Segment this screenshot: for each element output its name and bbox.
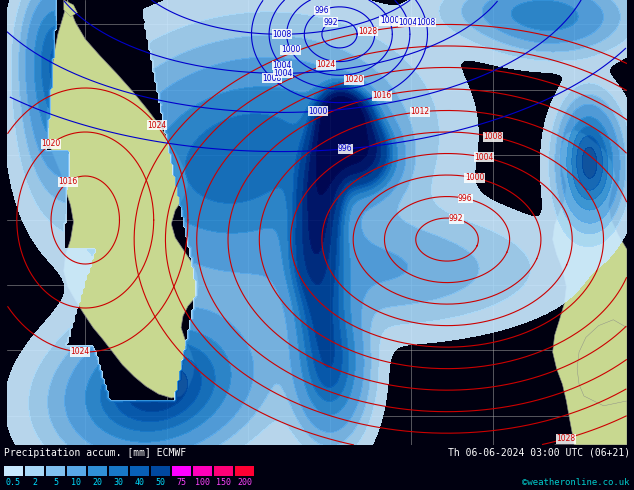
Text: 1000: 1000 xyxy=(308,107,327,116)
Text: 1004: 1004 xyxy=(273,69,292,78)
Text: 1000: 1000 xyxy=(281,45,301,54)
Text: 1008: 1008 xyxy=(483,132,502,141)
Bar xyxy=(88,466,107,476)
Text: 1008: 1008 xyxy=(417,18,436,27)
Text: 50: 50 xyxy=(155,478,165,487)
Text: 996: 996 xyxy=(314,6,329,15)
Bar xyxy=(46,466,65,476)
Bar xyxy=(193,466,212,476)
Text: 1028: 1028 xyxy=(556,434,575,443)
Text: 0.5: 0.5 xyxy=(6,478,21,487)
Text: 1004: 1004 xyxy=(272,61,291,70)
Bar xyxy=(67,466,86,476)
Bar xyxy=(130,466,149,476)
Bar xyxy=(4,466,23,476)
Polygon shape xyxy=(553,130,627,445)
Text: 5: 5 xyxy=(53,478,58,487)
Bar xyxy=(109,466,128,476)
Text: 1000: 1000 xyxy=(380,16,399,25)
Bar xyxy=(214,466,233,476)
Text: 20: 20 xyxy=(93,478,103,487)
Text: 996: 996 xyxy=(458,194,472,203)
Text: 1020: 1020 xyxy=(41,139,61,148)
Bar xyxy=(151,466,170,476)
Text: 75: 75 xyxy=(176,478,186,487)
Text: 100: 100 xyxy=(195,478,210,487)
Text: 150: 150 xyxy=(216,478,231,487)
Text: 1024: 1024 xyxy=(316,60,335,69)
Text: 1004: 1004 xyxy=(399,18,418,27)
Bar xyxy=(172,466,191,476)
Text: 1008: 1008 xyxy=(262,74,282,83)
Text: 992: 992 xyxy=(449,215,463,223)
Text: 10: 10 xyxy=(72,478,82,487)
Text: 1012: 1012 xyxy=(410,107,429,116)
Bar xyxy=(235,466,254,476)
Text: 1024: 1024 xyxy=(70,347,89,356)
Text: 40: 40 xyxy=(134,478,145,487)
Text: 2: 2 xyxy=(32,478,37,487)
Bar xyxy=(25,466,44,476)
Text: 1004: 1004 xyxy=(474,153,493,162)
Text: Th 06-06-2024 03:00 UTC (06+21): Th 06-06-2024 03:00 UTC (06+21) xyxy=(448,448,630,458)
Polygon shape xyxy=(577,320,627,406)
Text: 1000: 1000 xyxy=(465,173,484,182)
Text: Precipitation accum. [mm] ECMWF: Precipitation accum. [mm] ECMWF xyxy=(4,448,186,458)
Text: ©weatheronline.co.uk: ©weatheronline.co.uk xyxy=(522,478,630,487)
Text: 200: 200 xyxy=(237,478,252,487)
Text: 1008: 1008 xyxy=(273,30,292,39)
Text: 30: 30 xyxy=(113,478,124,487)
Text: 992: 992 xyxy=(323,18,338,27)
Polygon shape xyxy=(64,0,77,17)
Polygon shape xyxy=(46,0,198,398)
Text: 1024: 1024 xyxy=(147,121,166,129)
Text: 1016: 1016 xyxy=(58,177,78,186)
Text: 1016: 1016 xyxy=(372,91,391,100)
Text: 1020: 1020 xyxy=(344,75,363,84)
Polygon shape xyxy=(555,411,627,445)
Text: 1028: 1028 xyxy=(359,27,378,36)
Text: 996: 996 xyxy=(338,145,353,153)
